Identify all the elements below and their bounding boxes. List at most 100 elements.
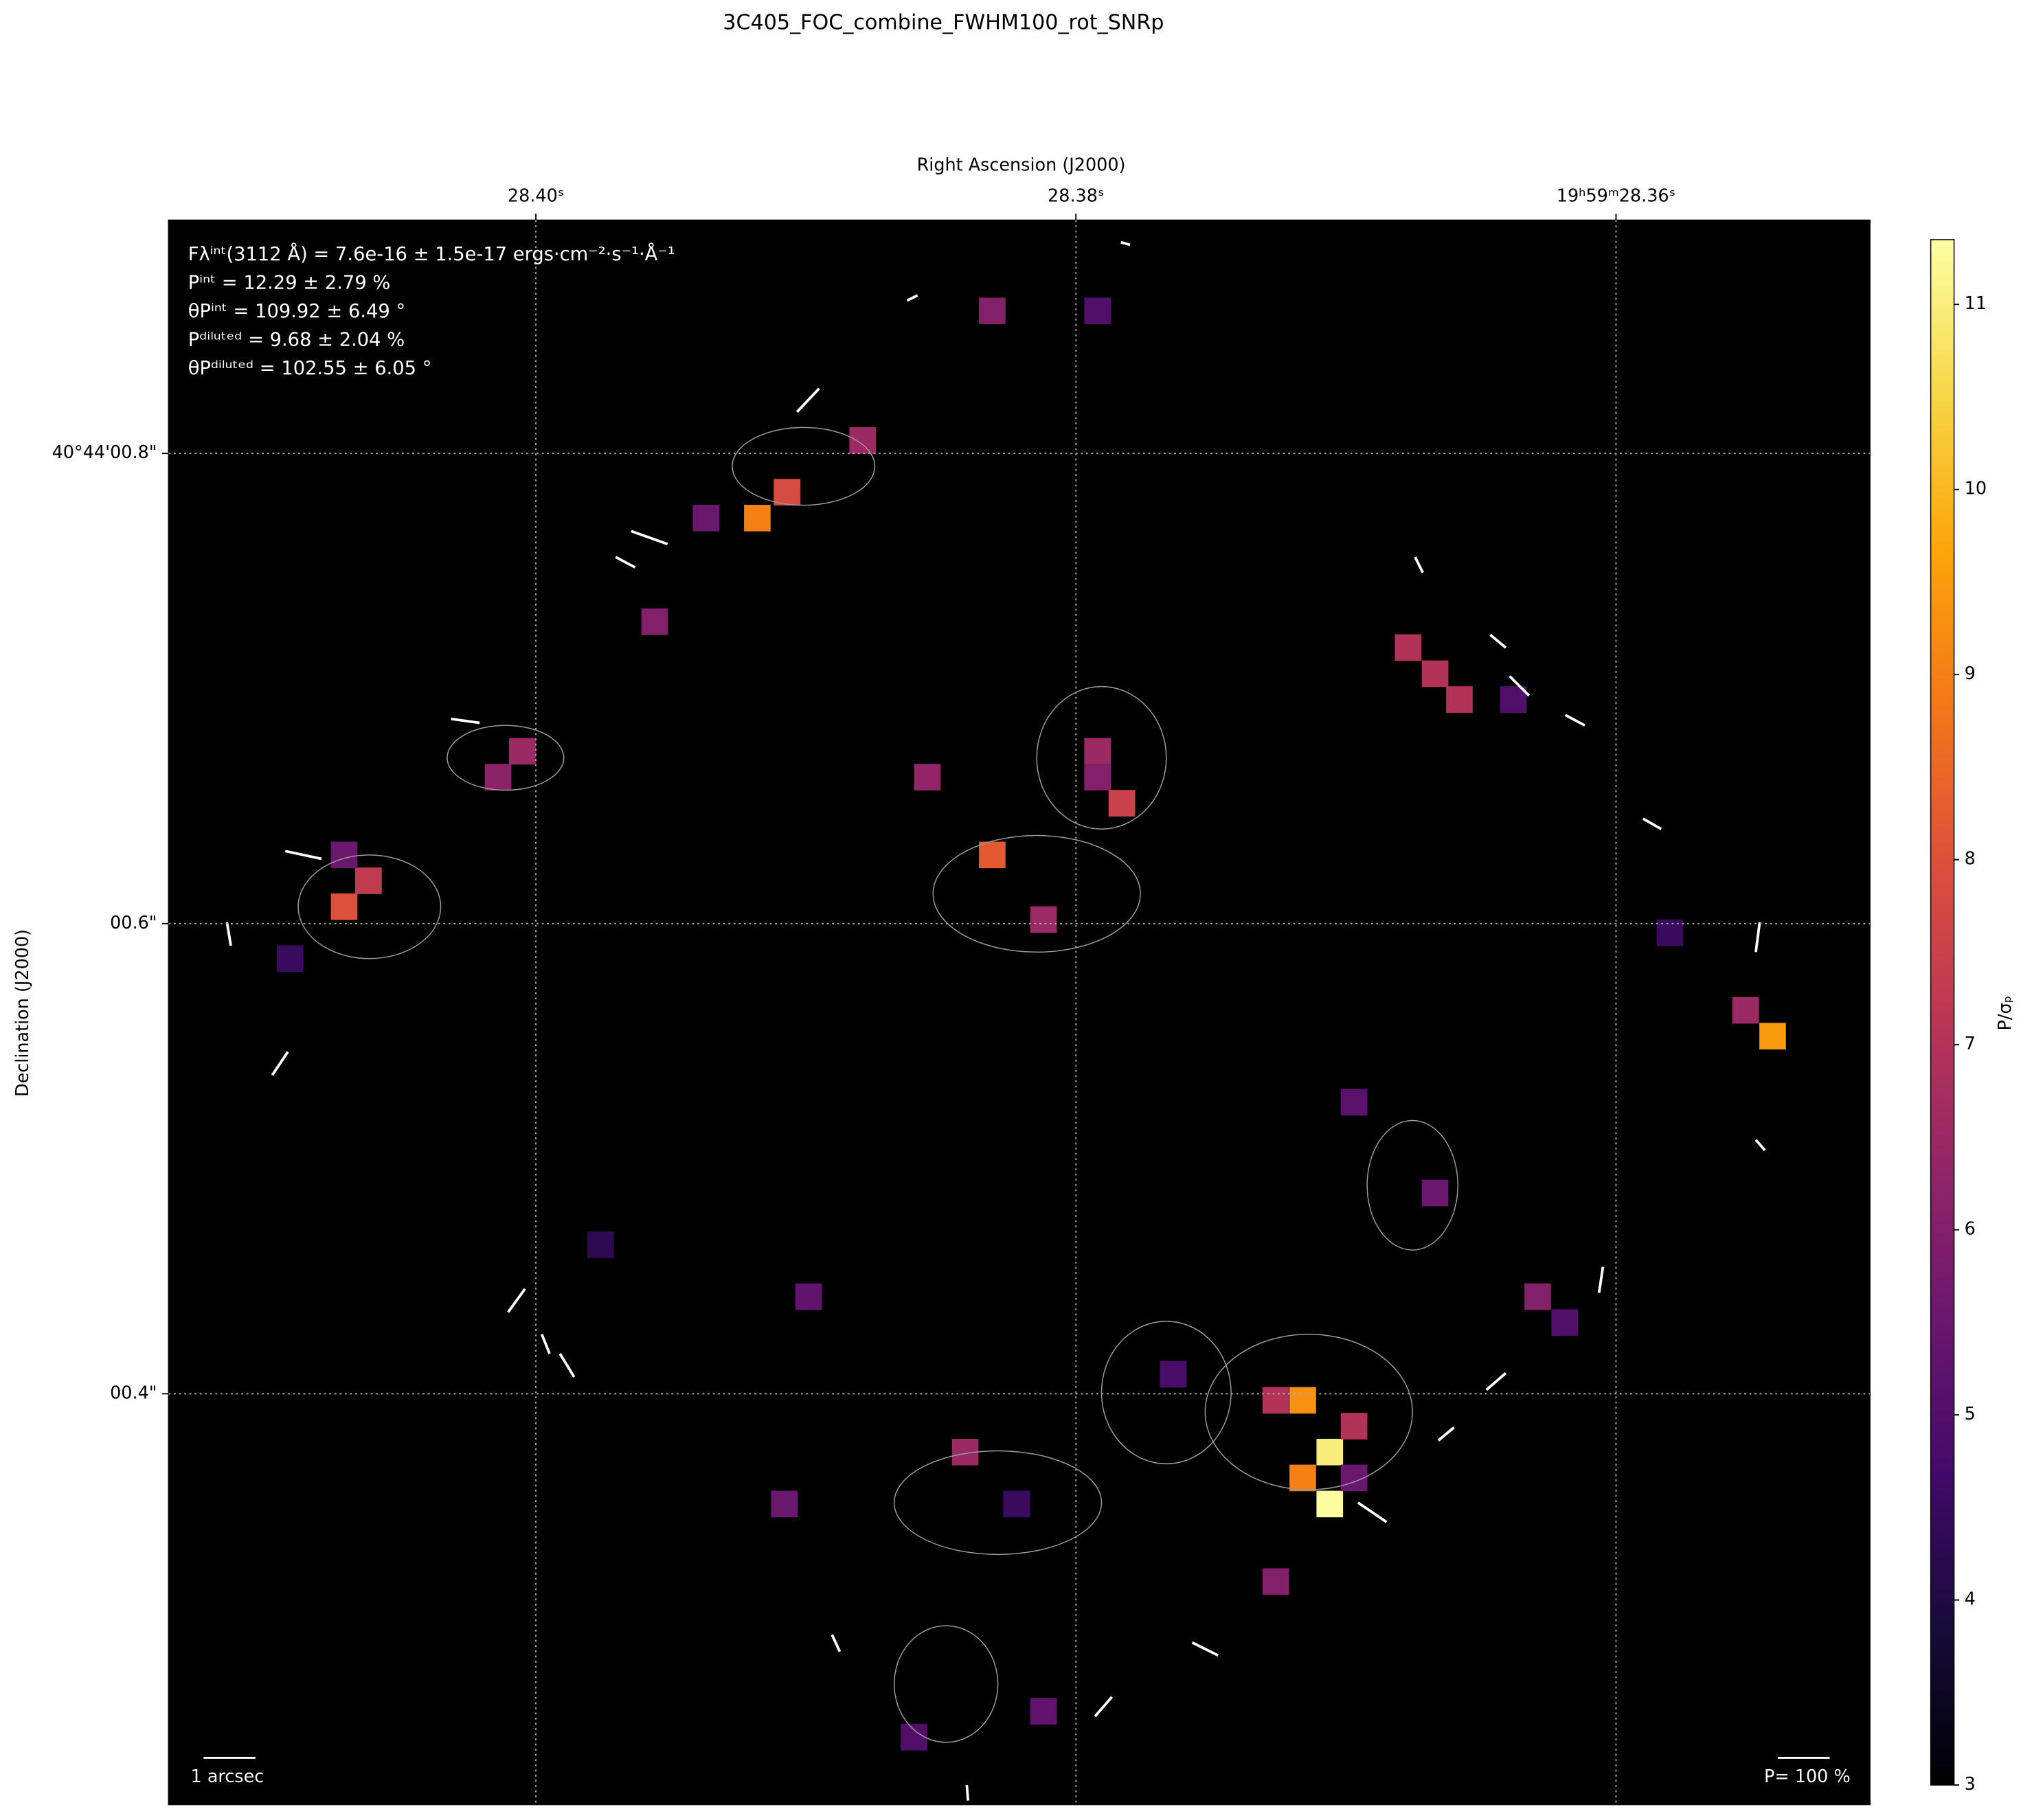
cell [277,945,304,972]
cell [355,867,382,894]
cell [1759,1023,1786,1050]
annotations: Fλⁱⁿᵗ(3112 Å) = 7.6e-16 ± 1.5e-17 ergs·c… [188,243,675,379]
cell [1551,1309,1579,1336]
contour [1204,1333,1413,1490]
colorbar [1930,239,1955,1786]
cell [1030,1698,1057,1725]
y-tick-label: 40°44'00.8" [52,442,157,463]
cell [1262,1568,1289,1595]
colorbar-label: P/σₚ [1995,995,2016,1030]
vector [615,556,636,569]
vector [831,1634,842,1652]
vector [1120,240,1131,247]
vector [1485,1372,1507,1391]
annotation: Pᵈⁱˡᵘᵗᵉᵈ = 9.68 ± 2.04 % [188,330,405,351]
vector [1191,1641,1219,1657]
contour [732,426,876,506]
contours [297,426,1458,1743]
cell [979,841,1006,869]
contour [447,725,565,791]
cell [744,504,771,532]
cell [1421,1179,1449,1207]
cell [1084,738,1111,765]
y-tick-label: 00.6" [110,913,157,933]
cell [1160,1361,1187,1388]
contour [893,1450,1103,1556]
cell [849,427,877,454]
colorbar-tick-label: 4 [1965,1589,1976,1610]
cell [1316,1490,1344,1518]
cell [774,479,800,506]
vector [965,1784,970,1801]
vector [1754,922,1761,953]
vector [631,530,668,545]
contour [932,834,1141,953]
cell [1340,1089,1368,1116]
grid: 28.40ˢ 28.38ˢ 19ʰ59ᵐ28.36ˢ 40°44'00.8" 00.6"… [52,186,1870,1805]
cell [1656,919,1684,946]
cell [1262,1387,1289,1414]
cell [587,1231,614,1258]
vector [1437,1426,1455,1442]
cell [1030,906,1057,933]
scale-label: 1 arcsec [191,1766,264,1787]
vector [1094,1696,1113,1718]
chart-title: 3C405_FOC_combine_FWHM100_rot_SNRp [723,10,1164,34]
annotation: Pⁱⁿᵗ = 12.29 ± 2.79 % [188,273,391,294]
vector-scale-label: P= 100 % [1764,1766,1851,1787]
cell [1084,764,1111,790]
cell [509,738,536,765]
cell [330,841,358,869]
vector [1564,714,1585,727]
vector [284,850,322,861]
cell [795,1283,822,1310]
cell [484,764,512,790]
vector [1754,1139,1766,1152]
x-tick-label: 28.38ˢ [1048,186,1104,207]
cell [1289,1464,1316,1492]
vector [1414,556,1424,573]
cell [771,1490,798,1518]
colorbar-tick-label: 6 [1965,1219,1976,1240]
cell [641,608,668,635]
x-axis-label: Right Ascension (J2000) [917,155,1126,175]
annotation: θPᵈⁱˡᵘᵗᵉᵈ = 102.55 ± 6.05 ° [188,358,432,379]
x-tick-label: 19ʰ59ᵐ28.36ˢ [1557,186,1675,207]
vector [558,1353,576,1378]
contour [1366,1119,1458,1251]
cell [914,764,941,790]
cell [692,504,720,532]
colorbar-tick-label: 7 [1965,1034,1976,1054]
cell [330,893,358,920]
cell [1524,1283,1551,1310]
cell [1316,1438,1344,1466]
vector [795,387,820,413]
cell [1446,686,1473,713]
vector [507,1288,526,1313]
cell [1340,1413,1368,1440]
colorbar-tick-label: 3 [1965,1774,1976,1795]
cell [901,1724,927,1751]
colorbar-tick-label: 5 [1965,1404,1976,1424]
cell [1084,297,1111,325]
cell [1732,997,1759,1024]
colorbar-tick-label: 10 [1965,479,1987,499]
vector [1489,633,1507,649]
vector [225,922,232,946]
colorbar-tick-label: 11 [1965,293,1987,314]
colorbar-tick-label: 8 [1965,849,1976,869]
contour [893,1625,999,1743]
vector [540,1334,551,1354]
contour [1036,685,1167,830]
vector [271,1051,289,1076]
contour [297,854,442,959]
vector [1597,1266,1605,1293]
cell [1421,660,1449,687]
polarization-vectors [225,240,1766,1801]
cell [1500,686,1527,713]
cell [1289,1387,1316,1414]
y-tick-label: 00.4" [110,1383,157,1403]
cell [979,297,1006,325]
plot-area [168,219,1871,1806]
vector [1357,1501,1388,1523]
